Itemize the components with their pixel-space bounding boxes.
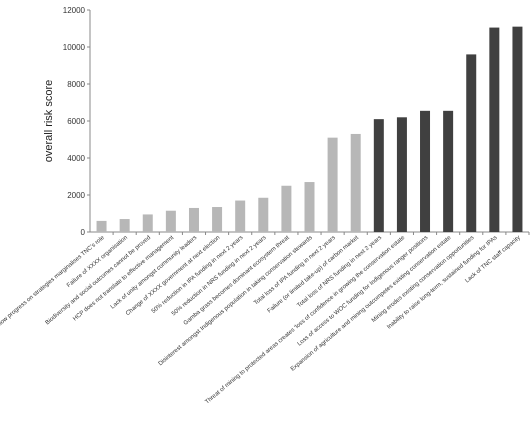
y-tick-label: 6000 bbox=[67, 117, 85, 126]
bar bbox=[212, 207, 223, 232]
y-tick-label: 10000 bbox=[63, 43, 86, 52]
y-tick-label: 4000 bbox=[67, 154, 85, 163]
bar bbox=[258, 197, 269, 232]
x-category-label: Inability to raise long-term, sustained … bbox=[386, 235, 498, 331]
bar bbox=[396, 117, 407, 232]
bar bbox=[142, 214, 153, 232]
bar bbox=[281, 185, 292, 232]
bar bbox=[443, 110, 454, 232]
bar bbox=[188, 207, 199, 232]
x-category-label: Biodiversity and social outcomes cannot … bbox=[45, 235, 152, 326]
x-category-label: Disinterest amongst Indigenous populatio… bbox=[158, 235, 314, 367]
y-tick-label: 2000 bbox=[67, 191, 85, 200]
bar bbox=[512, 26, 523, 233]
bar bbox=[489, 27, 500, 233]
bar bbox=[304, 182, 315, 232]
y-tick-label: 8000 bbox=[67, 80, 85, 89]
x-category-label: Gamba grass becomes dominant ecosystem t… bbox=[183, 235, 291, 327]
bar bbox=[373, 119, 384, 232]
x-category-label: Lack of unity amongst community leaders bbox=[110, 235, 198, 311]
bar bbox=[96, 220, 107, 232]
x-category-label: Total loss of IPA funding in next 2 year… bbox=[253, 235, 337, 307]
y-tick-label: 0 bbox=[81, 228, 86, 237]
bar bbox=[327, 137, 338, 232]
bar bbox=[466, 54, 477, 233]
y-tick-label: 12000 bbox=[63, 6, 86, 15]
bar bbox=[420, 110, 431, 232]
y-axis-title: overall risk score bbox=[43, 80, 55, 163]
bar bbox=[235, 200, 246, 232]
bar bbox=[165, 210, 176, 232]
bar bbox=[119, 219, 130, 232]
x-category-label: Total loss of NRS funding in next 2 year… bbox=[296, 235, 383, 309]
bar bbox=[350, 133, 361, 232]
